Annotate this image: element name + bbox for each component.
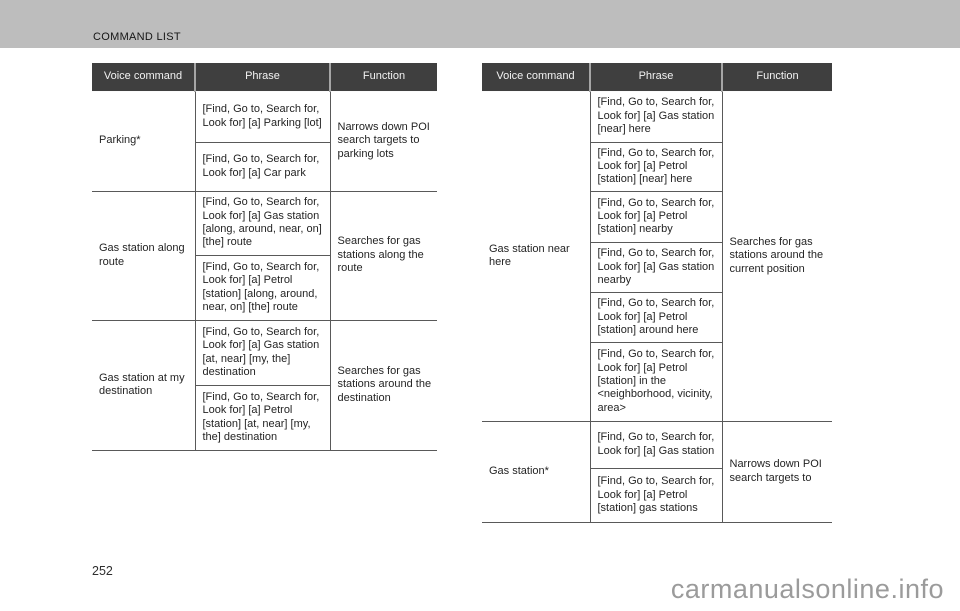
- table-row: [Find, Go to, Search for, Look for] [a] …: [92, 142, 437, 192]
- phrase-cell: [Find, Go to, Search for, Look for] [a] …: [194, 91, 331, 143]
- phrase-cell: [Find, Go to, Search for, Look for] [a] …: [194, 255, 331, 321]
- command-table-right: Voice command Phrase Function Gas statio…: [482, 63, 832, 523]
- col-header-phrase: Phrase: [590, 63, 723, 92]
- command-table-left: Voice command Phrase Function Parking* […: [92, 63, 437, 451]
- phrase-cell: [Find, Go to, Search for, Look for] [a] …: [589, 242, 723, 293]
- table-header-row: Voice command Phrase Function: [92, 63, 437, 92]
- col-header-voice-command: Voice command: [482, 63, 591, 92]
- table-row: [Find, Go to, Search for, Look for] [a] …: [482, 142, 832, 192]
- table-row: Gas station along route [Find, Go to, Se…: [92, 191, 437, 321]
- phrase-cell: [Find, Go to, Search for, Look for] [a] …: [194, 385, 331, 451]
- phrase-cell: [Find, Go to, Search for, Look for] [a] …: [194, 142, 331, 192]
- table-row: [Find, Go to, Search for, Look for] [a] …: [482, 242, 832, 293]
- table-row: Gas station near here [Find, Go to, Sear…: [482, 91, 832, 422]
- function-cell: Narrows down POI search targets to: [722, 421, 832, 523]
- table-row: [Find, Go to, Search for, Look for] [a] …: [482, 468, 832, 523]
- watermark: carmanualsonline.info: [670, 574, 944, 604]
- table-row: [Find, Go to, Search for, Look for] [a] …: [482, 292, 832, 343]
- table-row: [Find, Go to, Search for, Look for] [a] …: [482, 191, 832, 243]
- col-header-function: Function: [330, 63, 437, 92]
- voice-command-cell: Gas station near here: [482, 91, 590, 422]
- phrase-cell: [Find, Go to, Search for, Look for] [a] …: [589, 342, 723, 422]
- voice-command-cell: Gas station*: [482, 421, 590, 523]
- col-header-voice-command: Voice command: [92, 63, 196, 92]
- page-header-bar: COMMAND LIST: [0, 0, 960, 48]
- voice-command-cell: Gas station at my destination: [92, 320, 195, 451]
- page-number: 252: [92, 564, 113, 578]
- phrase-cell: [Find, Go to, Search for, Look for] [a] …: [589, 91, 723, 143]
- col-header-function: Function: [722, 63, 832, 92]
- table-row: [Find, Go to, Search for, Look for] [a] …: [482, 342, 832, 422]
- table-row: Parking* [Find, Go to, Search for, Look …: [92, 91, 437, 192]
- table-row: Gas station at my destination [Find, Go …: [92, 320, 437, 451]
- table-row: [Find, Go to, Search for, Look for] [a] …: [92, 385, 437, 451]
- table-header-row: Voice command Phrase Function: [482, 63, 832, 92]
- function-cell: Searches for gas stations around the cur…: [722, 91, 832, 422]
- phrase-cell: [Find, Go to, Search for, Look for] [a] …: [589, 421, 723, 469]
- table-row: Gas station* [Find, Go to, Search for, L…: [482, 421, 832, 523]
- table-row: [Find, Go to, Search for, Look for] [a] …: [92, 255, 437, 321]
- function-cell: Narrows down POI search targets to parki…: [330, 91, 437, 192]
- phrase-cell: [Find, Go to, Search for, Look for] [a] …: [589, 292, 723, 343]
- function-cell: Searches for gas stations along the rout…: [330, 191, 437, 321]
- col-header-phrase: Phrase: [195, 63, 331, 92]
- function-cell: Searches for gas stations around the des…: [330, 320, 437, 451]
- phrase-cell: [Find, Go to, Search for, Look for] [a] …: [194, 320, 331, 386]
- page-title: COMMAND LIST: [93, 31, 181, 43]
- phrase-cell: [Find, Go to, Search for, Look for] [a] …: [589, 468, 723, 523]
- voice-command-cell: Gas station along route: [92, 191, 195, 321]
- voice-command-cell: Parking*: [92, 91, 195, 192]
- phrase-cell: [Find, Go to, Search for, Look for] [a] …: [589, 191, 723, 243]
- phrase-cell: [Find, Go to, Search for, Look for] [a] …: [194, 191, 331, 256]
- phrase-cell: [Find, Go to, Search for, Look for] [a] …: [589, 142, 723, 192]
